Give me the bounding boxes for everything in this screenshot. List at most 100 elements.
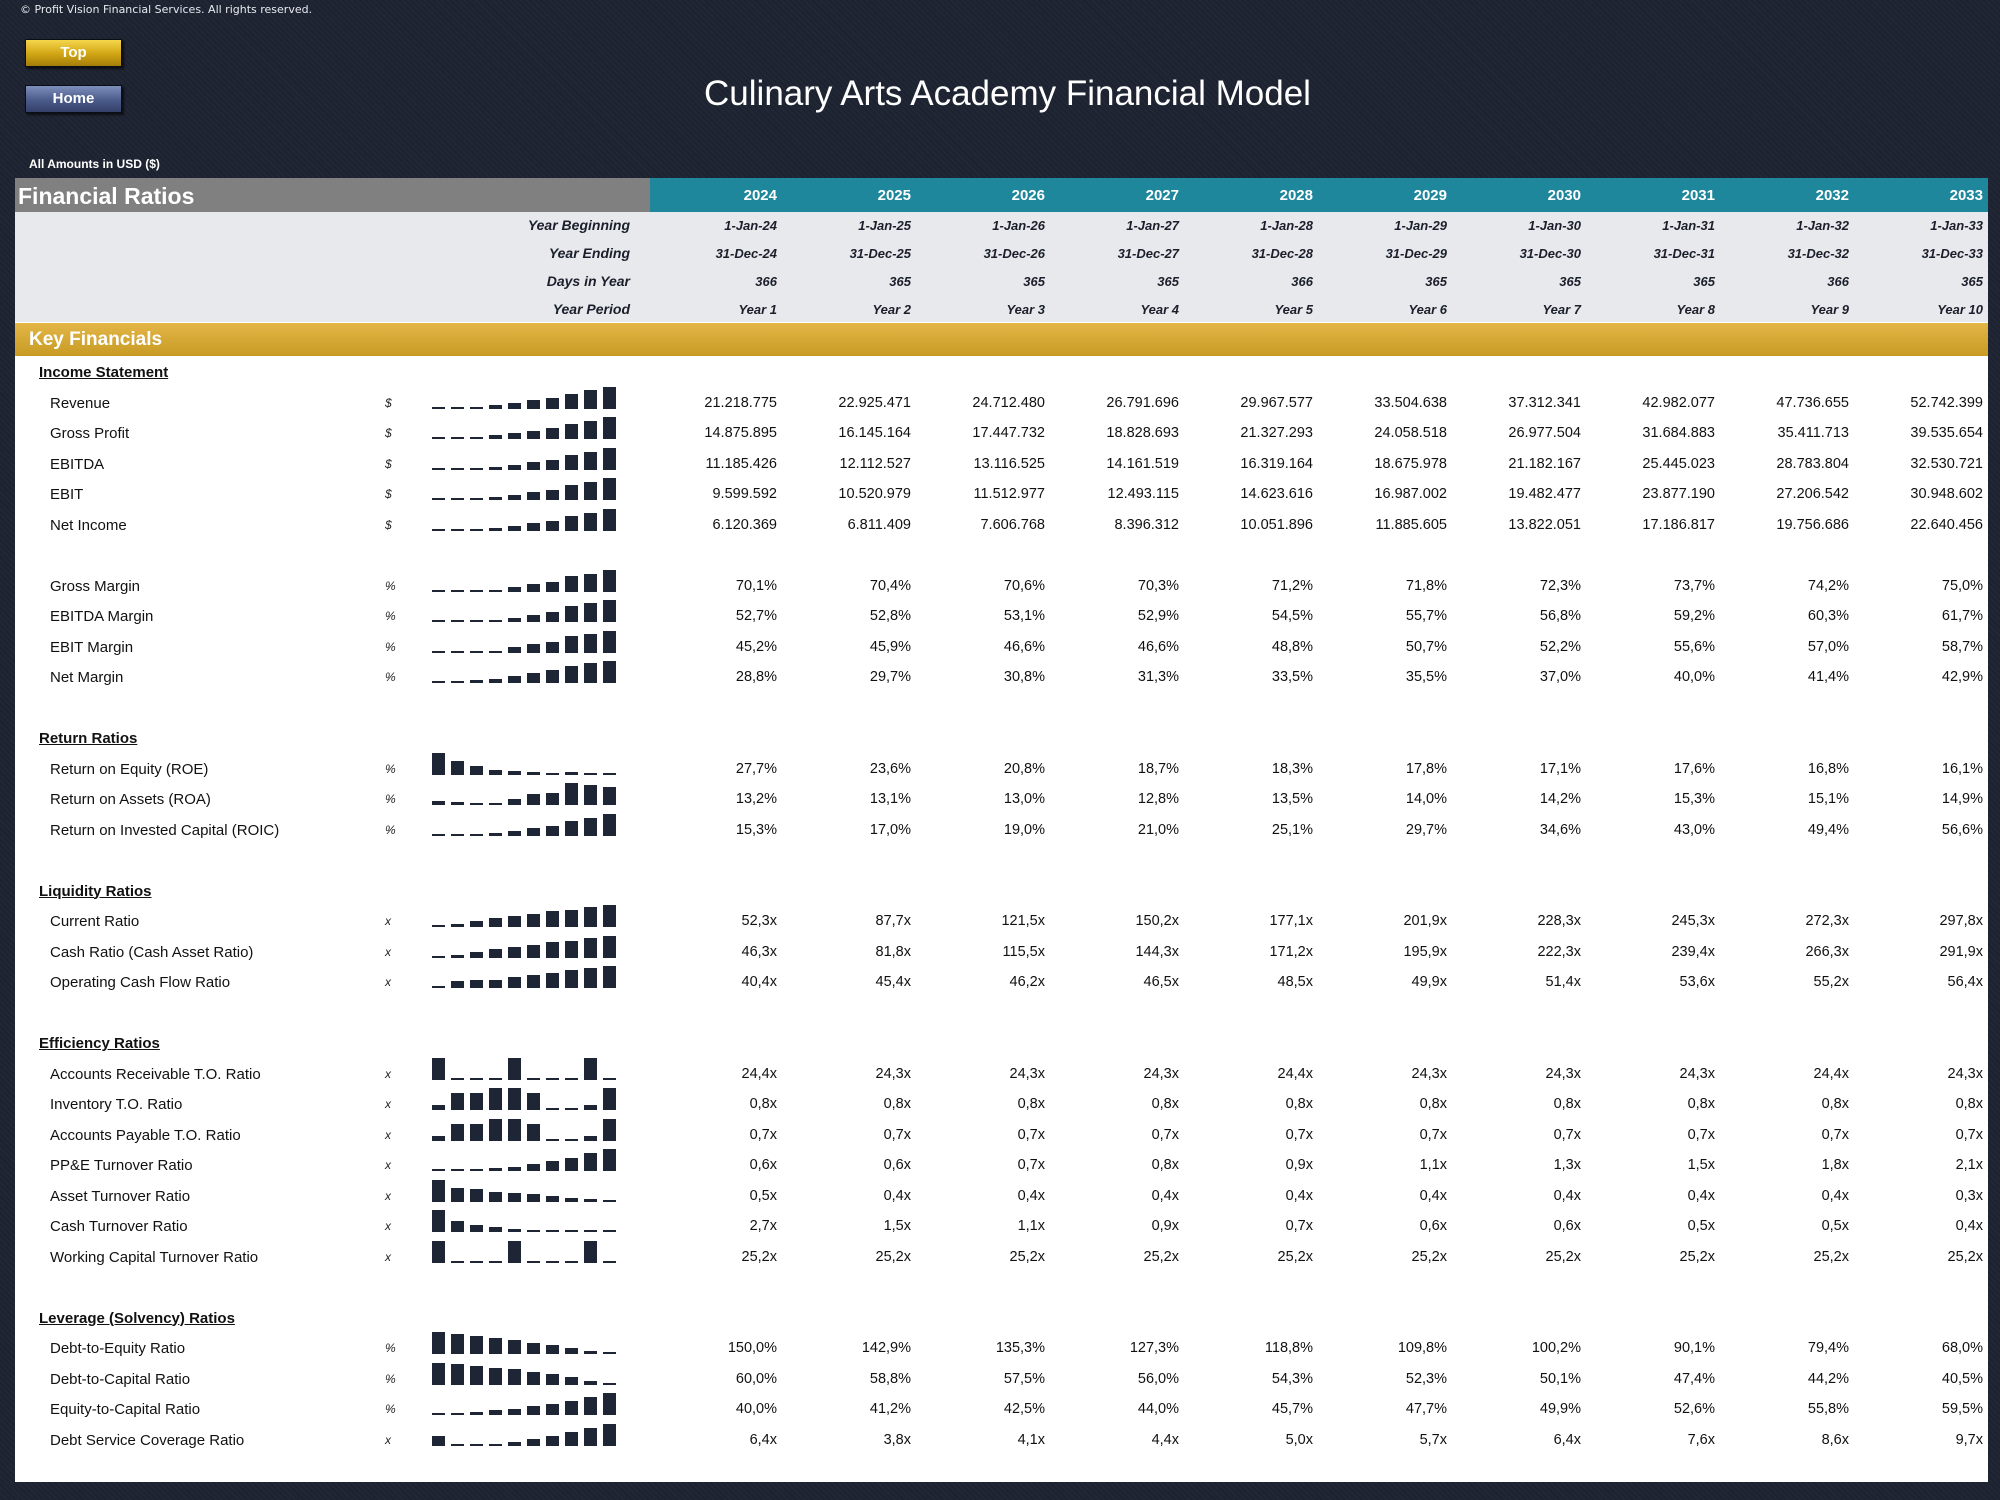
spark-bar (546, 1404, 559, 1415)
info-value: Year 2 (872, 302, 911, 317)
value-cell: 20,8% (1003, 760, 1045, 777)
spark-bar (489, 650, 502, 653)
spark-bar (603, 935, 616, 958)
spark-bar (527, 1260, 540, 1263)
spark-bar (451, 498, 464, 500)
year-header-2030: 2030 (1547, 187, 1581, 204)
spark-bar (527, 1093, 540, 1110)
value-cell: 7.606.768 (980, 516, 1045, 533)
spark-bar (432, 650, 445, 653)
info-value: 366 (755, 274, 777, 289)
info-value: Year 10 (1937, 302, 1983, 317)
spark-bar (470, 1336, 483, 1354)
spark-bar (565, 1158, 578, 1171)
value-cell: 45,2% (735, 638, 777, 655)
value-cell: 13,1% (869, 791, 911, 807)
spark-bar (546, 1108, 559, 1110)
value-cell: 45,7% (1271, 1401, 1313, 1417)
value-cell: 0,8x (1821, 1096, 1849, 1112)
spark-bar (489, 620, 502, 622)
value-cell: 239,4x (1671, 943, 1715, 960)
spark-bar (508, 916, 521, 927)
value-cell: 109,8% (1397, 1340, 1447, 1356)
sparkline (432, 1149, 620, 1173)
value-cell: 12,8% (1137, 791, 1179, 807)
value-cell: 245,3x (1671, 913, 1715, 929)
info-value: 1-Jan-24 (724, 218, 777, 233)
value-cell: 14.623.616 (1240, 486, 1313, 502)
row-label: Return on Assets (ROA) (50, 791, 211, 808)
value-cell: 47.736.655 (1776, 394, 1849, 411)
info-value: 365 (1023, 274, 1045, 289)
value-cell: 18,7% (1137, 760, 1179, 777)
spark-bar (603, 772, 616, 775)
spark-bar (432, 1210, 445, 1232)
spark-bar (508, 525, 521, 531)
row-unit: $ (385, 517, 392, 532)
year-header-2026: 2026 (1011, 187, 1045, 204)
value-cell: 4,4x (1151, 1431, 1179, 1448)
spark-bar (546, 825, 559, 836)
value-cell: 15,3% (735, 821, 777, 838)
year-header-2027: 2027 (1145, 187, 1179, 204)
spark-bar (565, 635, 578, 653)
spark-bar (470, 437, 483, 439)
value-cell: 44,2% (1807, 1370, 1849, 1387)
spark-bar (470, 1365, 483, 1385)
key-financials-title: Key Financials (29, 329, 163, 350)
value-cell: 7,6x (1687, 1431, 1715, 1448)
spark-bar (527, 794, 540, 805)
sparkline (432, 1393, 620, 1417)
spark-bar (508, 977, 521, 988)
value-cell: 56,4x (1947, 974, 1983, 990)
value-cell: 24,3x (1143, 1065, 1179, 1082)
info-value: 1-Jan-29 (1394, 218, 1447, 233)
spark-bar (584, 633, 597, 653)
info-value: 365 (889, 274, 911, 289)
year-header-2031: 2031 (1681, 187, 1715, 204)
spark-bar (584, 512, 597, 531)
value-cell: 55,2x (1813, 974, 1849, 990)
spark-bar (527, 1438, 540, 1446)
info-value: 31-Dec-26 (983, 246, 1045, 261)
info-value: Year 9 (1810, 302, 1849, 317)
spark-bar (432, 986, 445, 988)
spark-bar (565, 515, 578, 531)
home-button[interactable]: Home (25, 85, 122, 113)
spark-bar (603, 447, 616, 470)
spark-bar (565, 1260, 578, 1263)
spark-bar (432, 752, 445, 775)
value-cell: 13,2% (735, 791, 777, 807)
spark-bar (432, 681, 445, 683)
value-cell: 16,8% (1807, 760, 1849, 777)
value-cell: 13,0% (1003, 791, 1045, 807)
spark-bar (584, 421, 597, 439)
spark-bar (584, 1351, 597, 1354)
value-cell: 25,2x (1277, 1248, 1313, 1265)
info-value: 31-Dec-24 (715, 246, 777, 261)
info-value: 1-Jan-27 (1126, 218, 1179, 233)
value-cell: 25,2x (1009, 1248, 1045, 1265)
value-cell: 0,7x (1151, 1126, 1179, 1143)
value-cell: 49,9% (1539, 1401, 1581, 1417)
value-cell: 228,3x (1537, 913, 1581, 929)
value-cell: 0,8x (883, 1096, 911, 1112)
key-financials-band: Key Financials (15, 323, 1988, 356)
year-header-2025: 2025 (877, 187, 911, 204)
value-cell: 0,7x (1017, 1126, 1045, 1143)
info-value: 31-Dec-30 (1519, 246, 1581, 261)
value-cell: 44,0% (1137, 1401, 1179, 1417)
spark-bar (451, 1123, 464, 1141)
value-cell: 35.411.713 (1777, 425, 1850, 441)
value-cell: 118,8% (1264, 1340, 1313, 1356)
value-cell: 4,1x (1017, 1431, 1045, 1448)
spark-bar (451, 802, 464, 805)
spark-bar (527, 771, 540, 775)
spark-bar (565, 970, 578, 988)
spark-bar (470, 467, 483, 470)
value-cell: 150,0% (727, 1340, 777, 1356)
row-unit: $ (385, 487, 392, 501)
spark-bar (565, 485, 578, 500)
row-label: Inventory T.O. Ratio (50, 1096, 183, 1113)
top-button[interactable]: Top (25, 39, 122, 67)
